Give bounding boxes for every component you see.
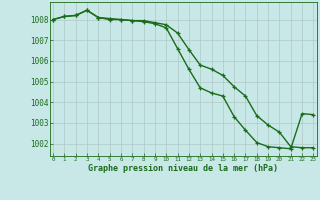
X-axis label: Graphe pression niveau de la mer (hPa): Graphe pression niveau de la mer (hPa) bbox=[88, 164, 278, 173]
